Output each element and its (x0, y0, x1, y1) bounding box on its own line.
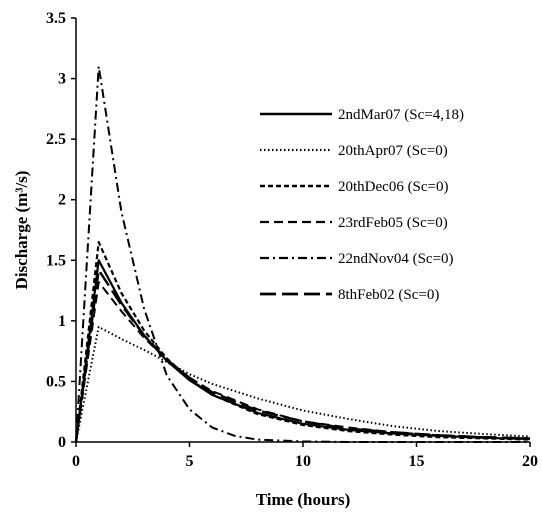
x-tick-label: 10 (295, 453, 311, 470)
axes-layer (75, 18, 530, 443)
x-tick-label: 20 (522, 453, 538, 470)
x-axis-title: Time (hours) (256, 490, 351, 509)
x-tick-label: 15 (409, 453, 425, 470)
legend: 2ndMar07 (Sc=4,18) 20thApr07 (Sc=0) 20thDe… (260, 107, 464, 303)
y-tick-label: 3 (58, 71, 66, 88)
series-line-3 (74, 241, 531, 443)
series-line-6 (74, 268, 531, 443)
series-line-1 (74, 259, 531, 443)
y-tick-label: 3.5 (46, 10, 66, 27)
y-tick-label: 0 (58, 434, 66, 451)
y-tick-label: 1 (58, 313, 66, 330)
y-tick-label: 2 (58, 192, 66, 209)
x-tick-label: 0 (72, 453, 80, 470)
y-tick-label: 0.5 (46, 373, 66, 390)
legend-label-2: 20thApr07 (Sc=0) (338, 143, 448, 159)
legend-label-4: 23rdFeb05 (Sc=0) (338, 215, 448, 231)
series-line-2 (75, 325, 531, 443)
legend-label-6: 8thFeb02 (Sc=0) (338, 287, 439, 303)
legend-label-1: 2ndMar07 (Sc=4,18) (338, 107, 464, 123)
y-tick-label: 1.5 (46, 252, 66, 269)
series-line-4 (75, 281, 531, 443)
legend-label-3: 20thDec06 (Sc=0) (338, 179, 449, 195)
ticks-layer: 0 0.5 1 1.5 2 2.5 3 3.5 0 5 10 15 20 (46, 10, 538, 470)
legend-label-5: 22ndNov04 (Sc=0) (338, 251, 454, 267)
y-tick-label: 2.5 (46, 131, 66, 148)
y-axis-title: Discharge (m³/s) (12, 171, 31, 290)
x-tick-label: 5 (186, 453, 194, 470)
